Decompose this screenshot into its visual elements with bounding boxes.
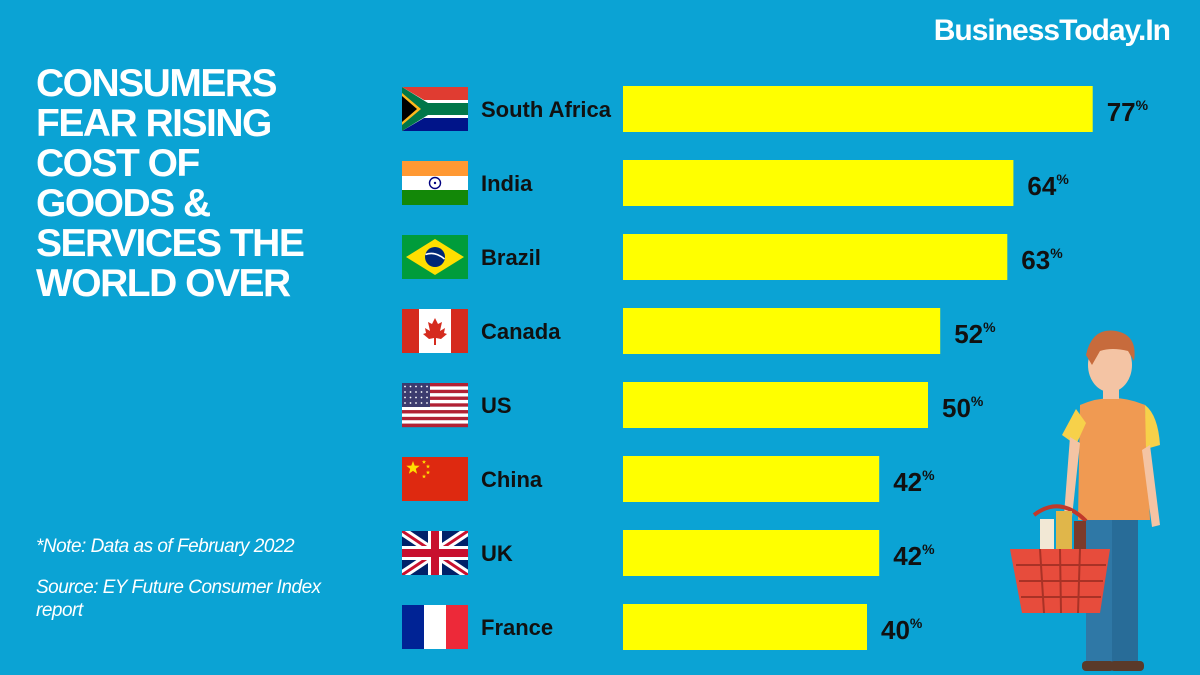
- category-label: UK: [481, 541, 513, 566]
- bar: [623, 382, 928, 428]
- brand-logo: BusinessToday.In: [933, 14, 1171, 47]
- data-note: *Note: Data as of February 2022: [36, 536, 295, 557]
- chart-row: China 42%: [402, 456, 935, 502]
- chart-row: South Africa 77%: [402, 86, 1149, 132]
- china-flag-icon: [402, 457, 468, 501]
- category-label: Brazil: [481, 245, 541, 270]
- bar: [623, 308, 941, 354]
- value-label: 42%: [893, 541, 935, 571]
- value-label: 42%: [893, 467, 935, 497]
- bar: [623, 604, 867, 650]
- value-suffix: %: [910, 615, 923, 631]
- bar: [623, 234, 1008, 280]
- value-suffix: %: [922, 467, 935, 483]
- canada-flag-icon: [402, 309, 468, 353]
- chart-row: Brazil 63%: [402, 234, 1063, 280]
- chart-row: Canada 52%: [402, 308, 996, 354]
- chart-row: India 64%: [402, 160, 1069, 206]
- france-flag-icon: [402, 605, 468, 649]
- category-label: South Africa: [481, 97, 612, 122]
- category-label: US: [481, 393, 512, 418]
- chart-row: UK 42%: [402, 530, 935, 576]
- chart-row: US 50%: [402, 382, 984, 428]
- india-flag-icon: [402, 161, 468, 205]
- category-label: Canada: [481, 319, 561, 344]
- value-label: 63%: [1021, 245, 1063, 275]
- value-label: 52%: [954, 319, 996, 349]
- chart-row: France 40%: [402, 604, 923, 650]
- category-label: India: [481, 171, 533, 196]
- south-africa-flag-icon: [402, 87, 468, 131]
- value-suffix: %: [983, 319, 996, 335]
- value-suffix: %: [922, 541, 935, 557]
- value-suffix: %: [1056, 171, 1069, 187]
- bar: [623, 456, 880, 502]
- bar: [623, 530, 880, 576]
- bar: [623, 86, 1093, 132]
- bar: [623, 160, 1014, 206]
- shopper-illustration-icon: [1010, 330, 1160, 671]
- headline: CONSUMERS FEAR RISING COST OF GOODS & SE…: [36, 62, 305, 305]
- value-label: 64%: [1027, 171, 1069, 201]
- source-note: Source: EY Future Consumer Index report: [36, 577, 321, 621]
- uk-flag-icon: [402, 531, 468, 575]
- brazil-flag-icon: [402, 235, 468, 279]
- category-label: China: [481, 467, 543, 492]
- value-suffix: %: [971, 393, 984, 409]
- category-label: France: [481, 615, 553, 640]
- value-suffix: %: [1050, 245, 1063, 261]
- value-label: 77%: [1107, 97, 1149, 127]
- us-flag-icon: [402, 383, 468, 428]
- value-label: 50%: [942, 393, 984, 423]
- value-label: 40%: [881, 615, 923, 645]
- value-suffix: %: [1136, 97, 1149, 113]
